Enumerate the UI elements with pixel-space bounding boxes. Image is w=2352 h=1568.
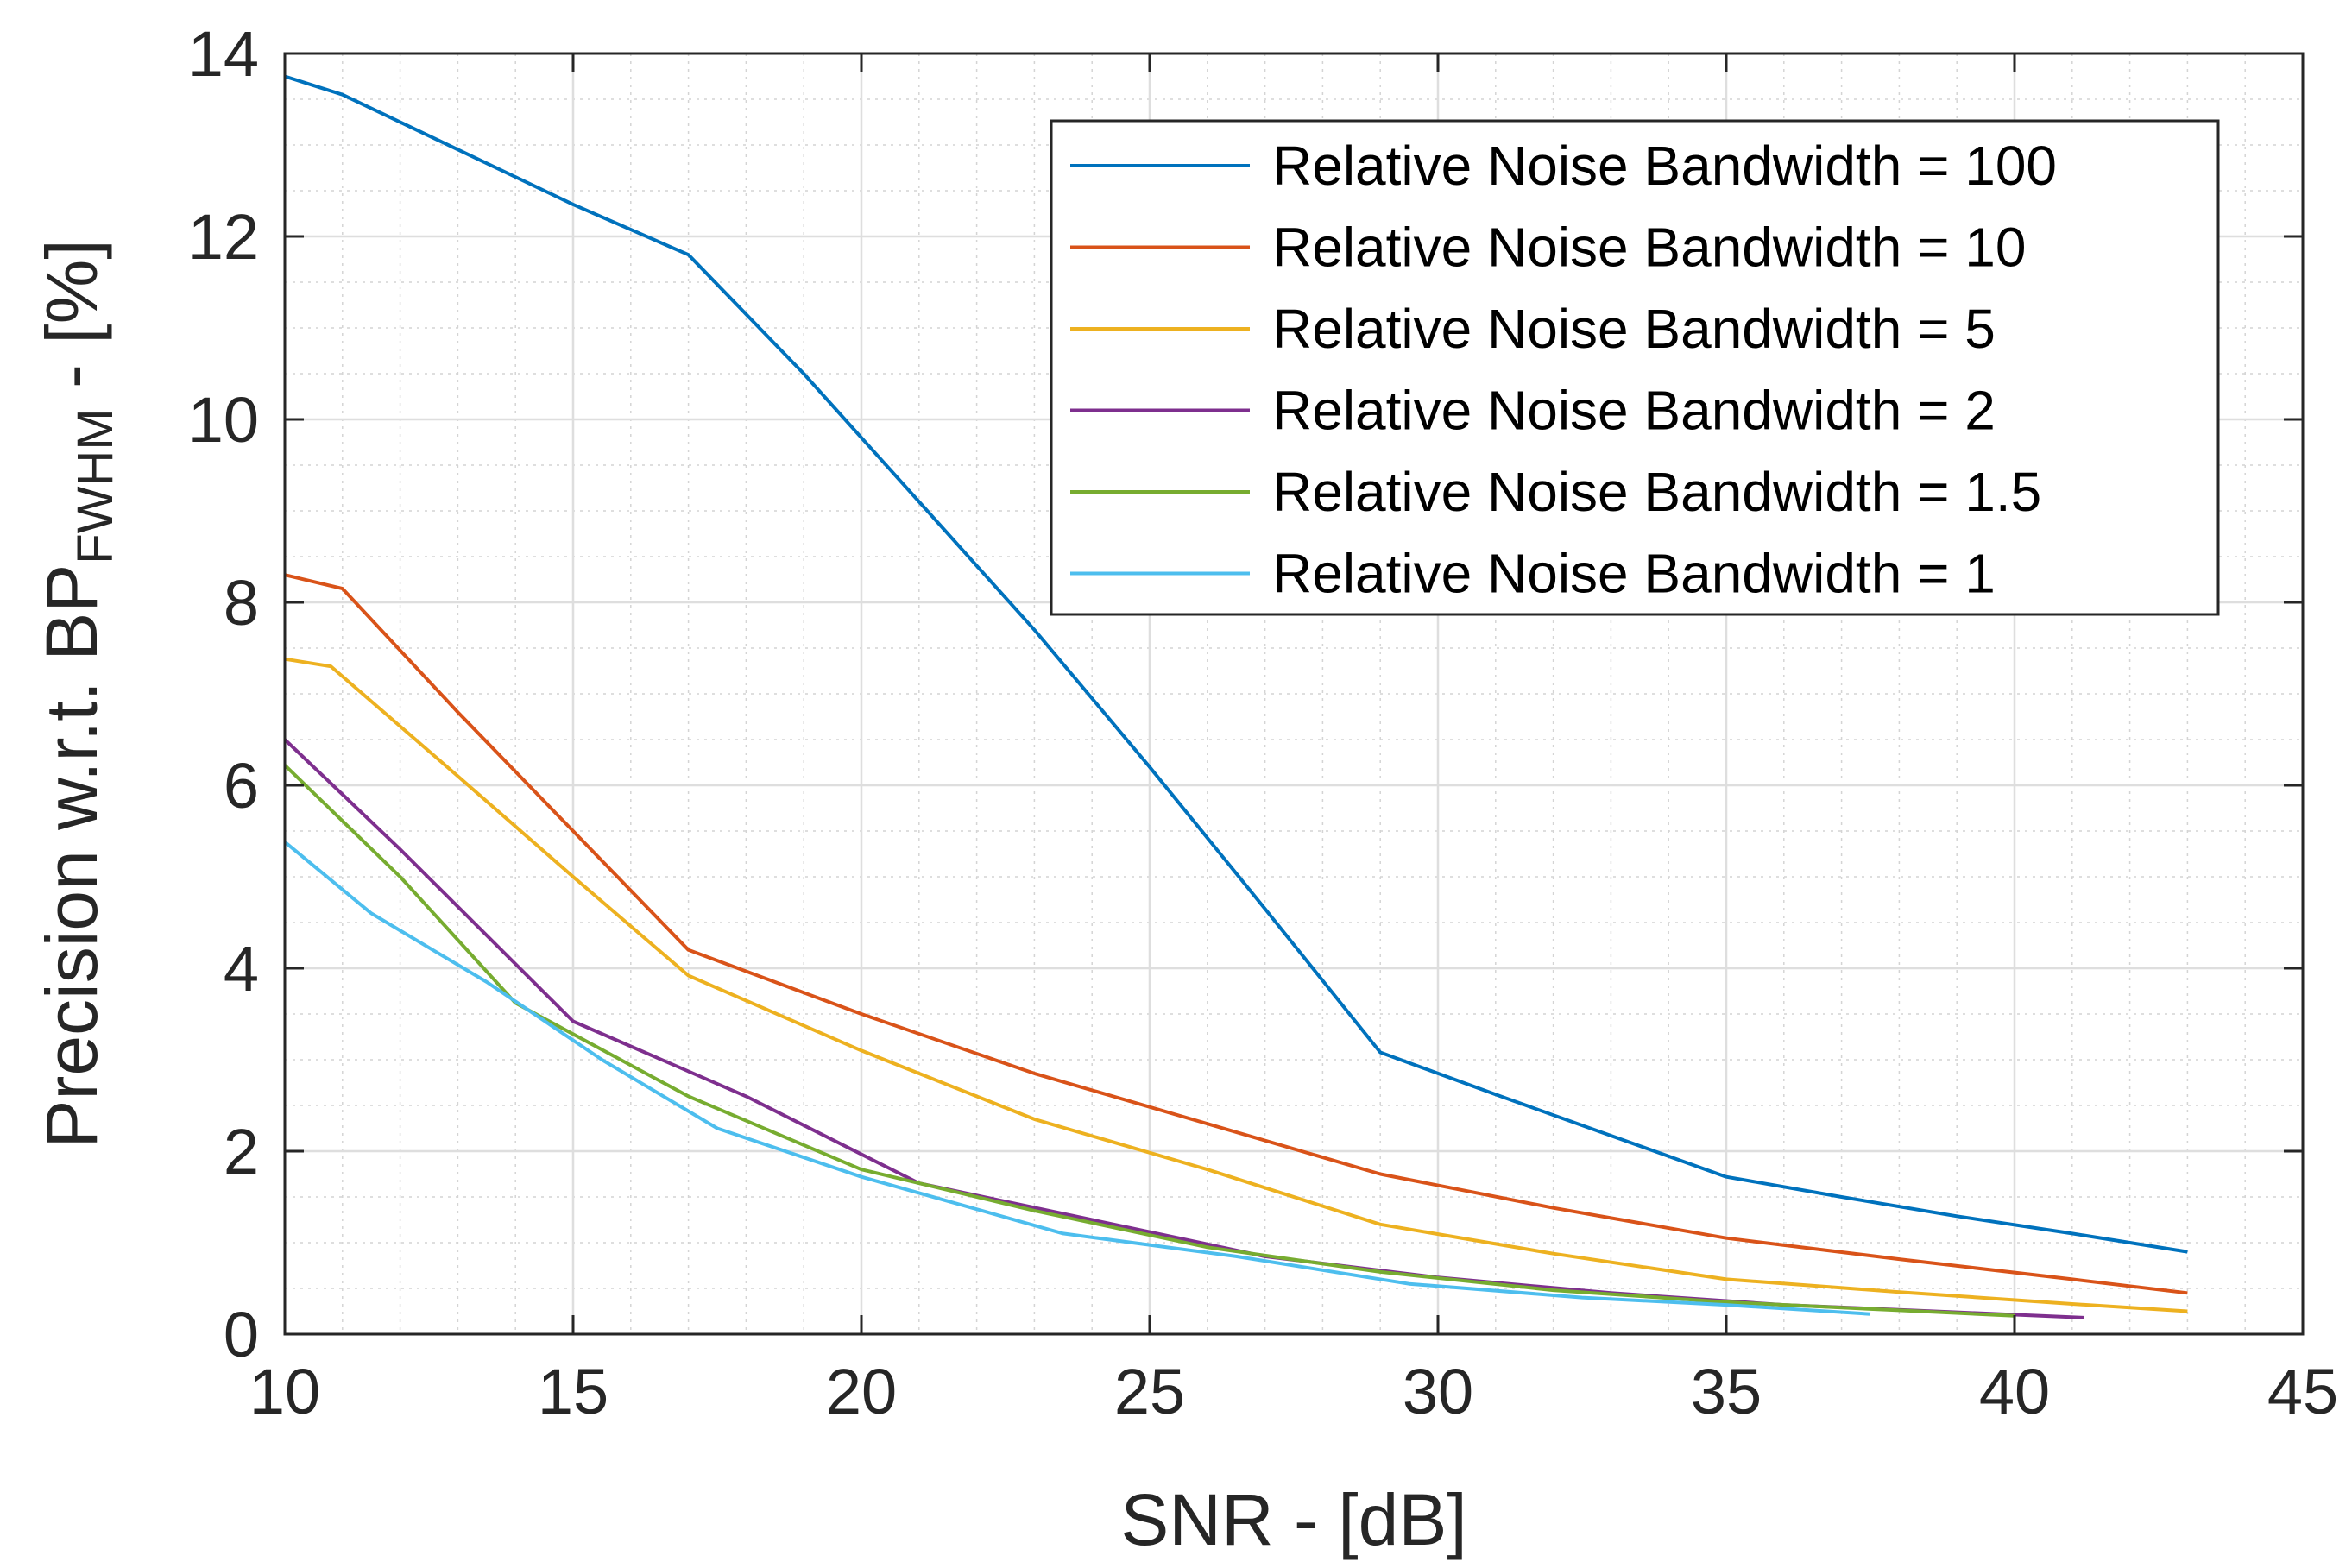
legend: Relative Noise Bandwidth = 100 Relative N… <box>1050 119 2220 616</box>
legend-label-2: Relative Noise Bandwidth = 10 <box>1272 217 2026 279</box>
x-axis-title: SNR - [dB] <box>1120 1479 1466 1560</box>
x-tick-label: 15 <box>538 1356 608 1427</box>
series-line-2 <box>284 573 2188 1295</box>
x-tick-label: 20 <box>826 1356 897 1427</box>
y-tick-label: 14 <box>188 18 259 90</box>
x-tick-label: 10 <box>249 1356 320 1427</box>
y-axis: 0 2 4 6 8 10 12 14 <box>188 18 2303 1370</box>
legend-label-6: Relative Noise Bandwidth = 1 <box>1272 543 1996 605</box>
legend-label-3: Relative Noise Bandwidth = 5 <box>1272 298 1996 360</box>
y-tick-label: 8 <box>224 567 259 639</box>
minor-grid <box>285 54 2303 1334</box>
y-axis-title-subscript: FWHM <box>67 408 123 564</box>
x-axis: 10 15 20 25 30 35 40 45 <box>249 54 2338 1427</box>
series-line-5 <box>283 764 2015 1318</box>
x-tick-label: 35 <box>1691 1356 1762 1427</box>
series-line-3 <box>284 657 2188 1313</box>
series-layer <box>283 74 2188 1319</box>
series-line-1 <box>284 74 2188 1254</box>
y-axis-title-main: Precision w.r.t. BP <box>31 564 112 1149</box>
x-tick-label: 30 <box>1403 1356 1473 1427</box>
y-tick-label: 6 <box>224 750 259 822</box>
legend-label-4: Relative Noise Bandwidth = 2 <box>1272 380 1996 442</box>
plot-frame <box>283 52 2305 1336</box>
y-axis-title: Precision w.r.t. BPFWHM - [%] <box>31 239 123 1148</box>
y-axis-title-suffix: - [%] <box>31 239 112 408</box>
legend-label-1: Relative Noise Bandwidth = 100 <box>1272 135 2057 197</box>
x-tick-label: 25 <box>1114 1356 1185 1427</box>
series-line-6 <box>283 841 1871 1316</box>
legend-box <box>1050 119 2220 616</box>
x-tick-label: 40 <box>1979 1356 2050 1427</box>
legend-label-5: Relative Noise Bandwidth = 1.5 <box>1272 461 2041 523</box>
y-tick-label: 2 <box>224 1116 259 1187</box>
y-tick-label: 0 <box>224 1299 259 1370</box>
x-tick-label: 45 <box>2267 1356 2338 1427</box>
y-tick-label: 10 <box>188 384 259 456</box>
y-tick-label: 12 <box>188 201 259 273</box>
y-tick-label: 4 <box>224 933 259 1004</box>
